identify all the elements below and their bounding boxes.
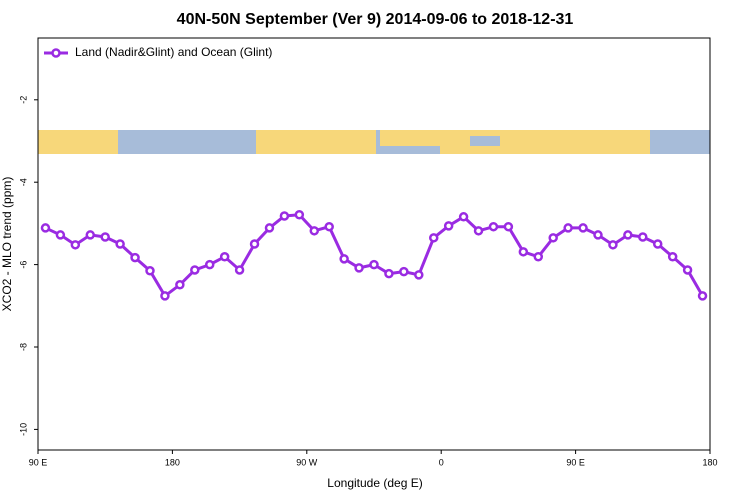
series-marker	[697, 291, 708, 301]
x-tick-label: 90 E	[566, 457, 585, 467]
series-marker	[204, 259, 215, 270]
series-marker	[548, 233, 558, 243]
x-tick-label: 180	[165, 457, 180, 467]
series-marker	[638, 232, 648, 242]
series-marker	[324, 221, 334, 232]
y-tick-label: -8	[18, 343, 28, 351]
y-tick-label: -6	[18, 261, 28, 269]
series-marker	[234, 265, 245, 275]
series-marker	[667, 252, 678, 262]
series-marker	[70, 240, 81, 250]
series-marker	[279, 211, 290, 221]
x-tick-label: 180	[702, 457, 717, 467]
series-marker	[160, 291, 170, 301]
legend-label: Land (Nadir&Glint) and Ocean (Glint)	[75, 45, 272, 59]
series-marker	[399, 266, 409, 277]
x-tick-label: 90 W	[296, 457, 318, 467]
x-tick-label: 0	[439, 457, 444, 467]
series-marker	[339, 254, 349, 264]
series-marker	[682, 265, 693, 275]
series-marker	[190, 265, 200, 275]
series-marker	[652, 239, 663, 249]
series-marker	[473, 226, 484, 236]
series-marker	[249, 239, 260, 249]
y-tick-label: -2	[18, 96, 28, 104]
series-marker	[458, 212, 469, 222]
series-marker	[219, 252, 230, 262]
series-marker	[294, 209, 305, 220]
series-marker	[623, 230, 633, 240]
series-line	[44, 213, 704, 299]
y-axis-label: XCO2 - MLO trend (ppm)	[0, 177, 14, 312]
series-marker	[384, 268, 394, 279]
series-marker	[115, 239, 125, 249]
series-marker	[309, 226, 320, 236]
series-marker	[369, 259, 379, 270]
series-marker	[503, 221, 514, 232]
series-marker	[533, 252, 544, 262]
series-marker	[354, 263, 364, 273]
series-marker	[608, 240, 618, 250]
series-marker	[518, 247, 529, 257]
series-marker	[563, 223, 573, 233]
map-strip	[38, 130, 710, 154]
plot-frame	[37, 37, 711, 451]
series-marker	[414, 270, 424, 280]
series-marker	[443, 221, 454, 231]
series-marker	[428, 233, 439, 243]
chart-title: 40N-50N September (Ver 9) 2014-09-06 to …	[177, 11, 574, 28]
series-marker	[264, 223, 275, 233]
series-marker	[85, 230, 96, 240]
series-marker	[145, 266, 155, 276]
legend-marker	[51, 48, 61, 58]
x-axis-label: Longitude (deg E)	[327, 476, 422, 490]
y-tick-label: -10	[18, 423, 28, 436]
series-marker	[578, 223, 588, 233]
series-marker	[55, 230, 66, 240]
series-marker	[130, 252, 140, 263]
series-marker	[488, 221, 499, 232]
series-marker	[40, 223, 51, 233]
series-marker	[100, 232, 110, 242]
y-tick-label: -4	[18, 178, 28, 186]
x-tick-label: 90 E	[29, 457, 48, 467]
series-marker	[175, 280, 185, 290]
series-marker	[593, 230, 603, 240]
